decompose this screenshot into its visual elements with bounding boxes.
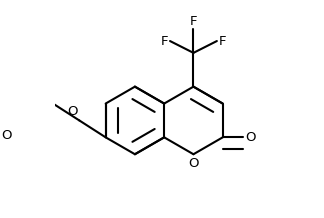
Text: O: O (68, 105, 78, 118)
Text: O: O (2, 129, 12, 142)
Text: F: F (219, 34, 226, 48)
Text: F: F (190, 15, 197, 28)
Text: O: O (188, 157, 199, 170)
Text: O: O (245, 131, 256, 144)
Text: F: F (160, 34, 168, 48)
